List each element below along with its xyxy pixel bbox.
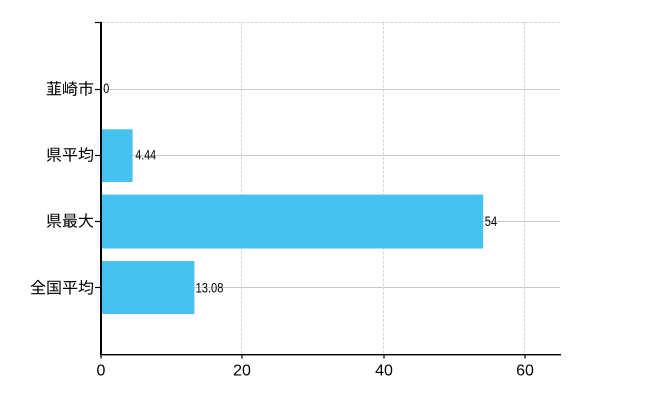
svg-text:0: 0 [97,362,106,379]
svg-text:60: 60 [516,362,534,379]
svg-text:13.08: 13.08 [196,280,224,295]
svg-text:0: 0 [103,81,109,96]
svg-text:54: 54 [485,214,498,229]
svg-text:20: 20 [233,362,251,379]
svg-text:4.44: 4.44 [135,148,156,163]
svg-text:40: 40 [375,362,393,379]
